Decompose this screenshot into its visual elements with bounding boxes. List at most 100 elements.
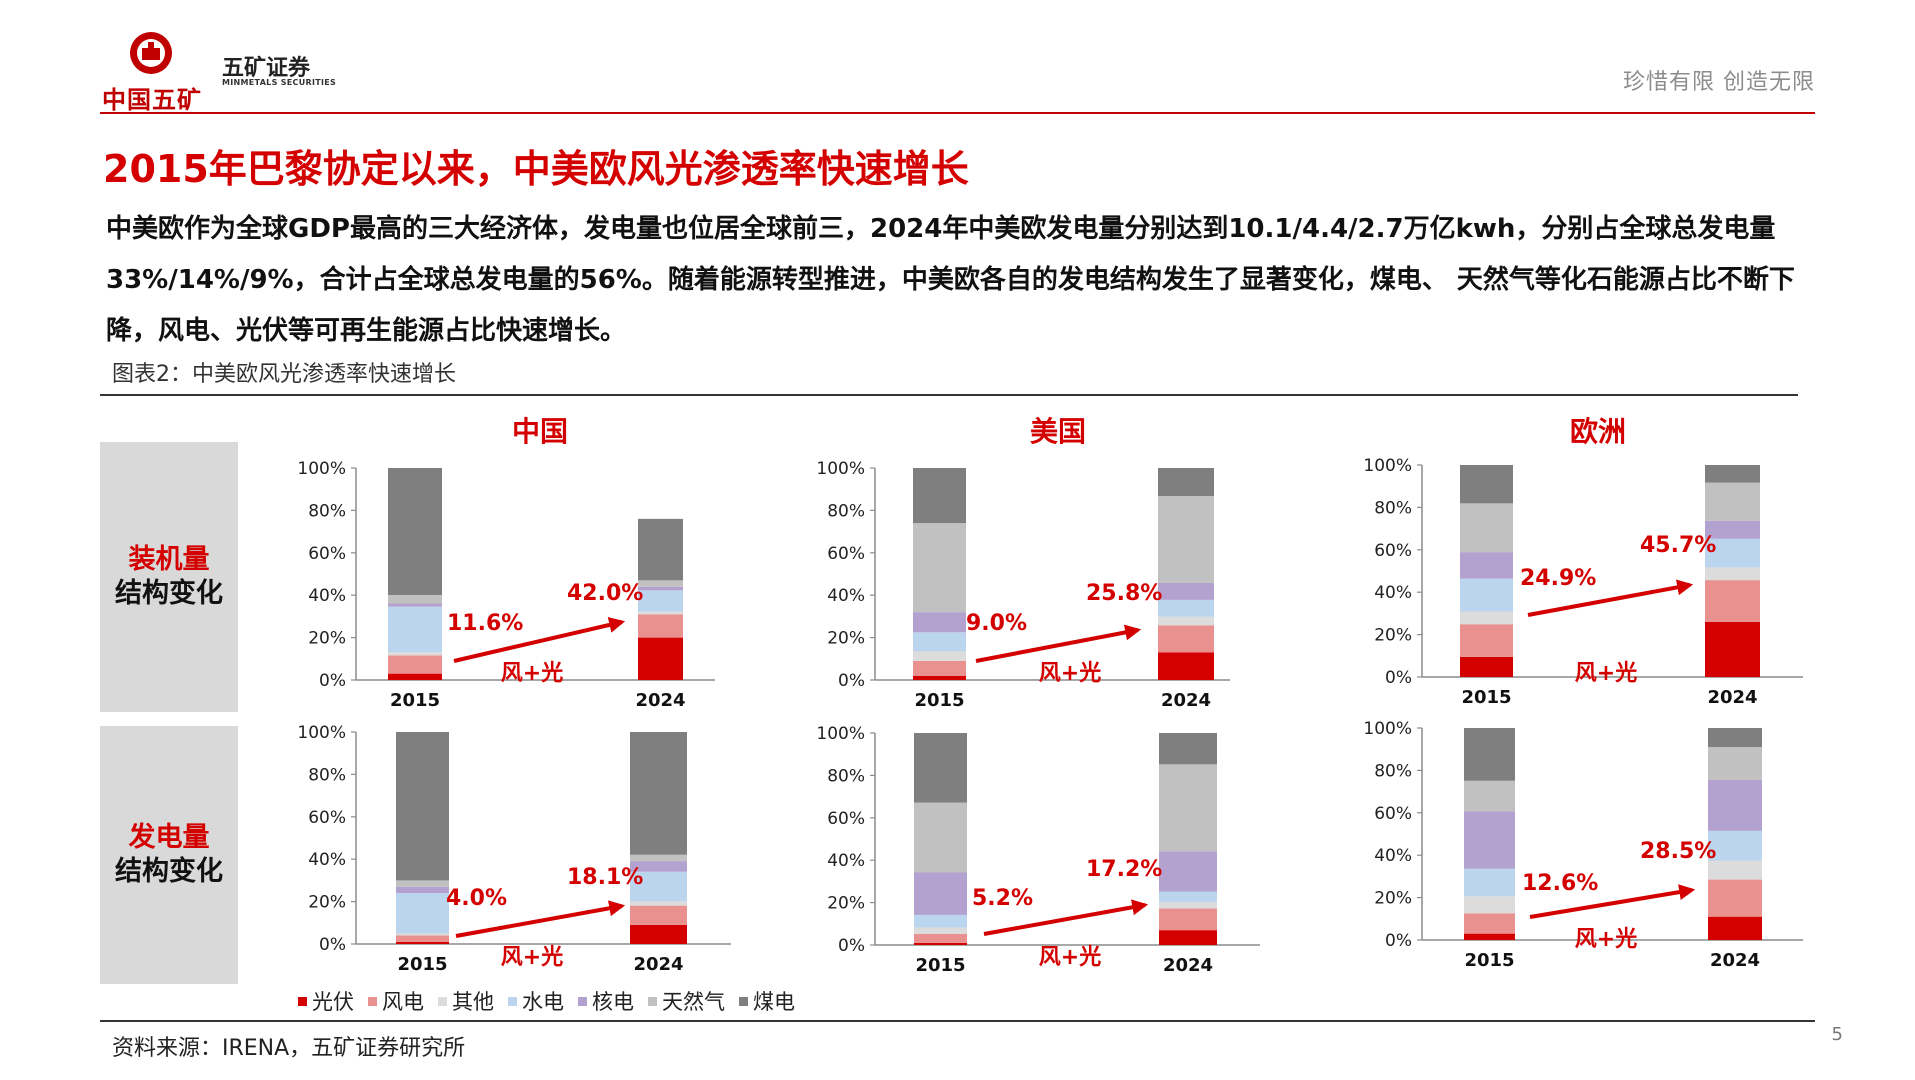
row-label-capacity: 装机量 结构变化 [100, 442, 238, 712]
end-share-label: 25.8% [1086, 581, 1162, 606]
bar-segment-水电 [388, 606, 442, 653]
y-tick-label: 80% [1374, 761, 1412, 781]
y-tick-label: 80% [308, 765, 346, 785]
y-tick-label: 80% [827, 766, 865, 786]
y-tick-label: 0% [1385, 668, 1412, 688]
bar-segment-水电 [1460, 578, 1513, 612]
bar-segment-风电 [1460, 624, 1513, 657]
legend-label: 煤电 [753, 990, 795, 1014]
bar-segment-天然气 [396, 880, 449, 887]
bar-segment-风电 [1708, 879, 1762, 917]
x-tick-label: 2024 [1710, 950, 1760, 971]
bar-segment-核电 [1159, 851, 1217, 892]
y-tick-label: 20% [827, 629, 865, 649]
bar-segment-风电 [914, 933, 967, 943]
bar-segment-煤电 [638, 518, 683, 581]
legend-item: 水电 [508, 986, 564, 1016]
legend-swatch [739, 996, 748, 1006]
bar-segment-水电 [1708, 830, 1762, 861]
y-tick-label: 100% [1363, 719, 1412, 739]
bar-segment-天然气 [914, 802, 967, 873]
legend-label: 核电 [592, 990, 634, 1014]
bar-segment-核电 [1158, 582, 1214, 600]
legend-label: 天然气 [662, 990, 725, 1014]
bar-segment-煤电 [1464, 728, 1515, 781]
legend-item: 风电 [368, 986, 424, 1016]
x-tick-label: 2024 [635, 690, 685, 711]
bar-segment-天然气 [1159, 764, 1217, 852]
bar-segment-其他 [914, 927, 967, 934]
bar-segment-风电 [1158, 625, 1214, 653]
legend-swatch [368, 996, 377, 1006]
bar-segment-煤电 [1708, 728, 1762, 748]
bar-segment-光伏 [638, 637, 683, 680]
wind-solar-label: 风+光 [501, 945, 563, 970]
bar-segment-天然气 [1460, 503, 1513, 553]
bar-segment-光伏 [1705, 621, 1760, 677]
legend-item: 天然气 [648, 986, 725, 1016]
bar-segment-水电 [913, 632, 966, 652]
bar-segment-煤电 [1159, 733, 1217, 765]
page-number: 5 [1831, 1024, 1843, 1045]
y-tick-label: 100% [1363, 456, 1412, 476]
legend-label: 其他 [452, 990, 494, 1014]
start-share-label: 4.0% [446, 886, 507, 911]
growth-arrow [983, 899, 1149, 936]
header-divider [100, 112, 1815, 114]
growth-arrow [1527, 579, 1694, 617]
x-tick-label: 2015 [1461, 687, 1511, 708]
legend-label: 风电 [382, 990, 424, 1014]
row-label-line1: 发电量 [128, 822, 210, 853]
bar-segment-煤电 [1158, 468, 1214, 496]
page-title: 2015年巴黎协定以来，中美欧风光渗透率快速增长 [103, 147, 969, 191]
legend-item: 其他 [438, 986, 494, 1016]
bar-segment-煤电 [388, 468, 442, 595]
legend-label: 水电 [522, 990, 564, 1014]
x-tick-label: 2024 [633, 954, 683, 975]
bar-segment-天然气 [638, 580, 683, 587]
x-tick-label: 2024 [1163, 955, 1213, 976]
bar-segment-光伏 [1159, 930, 1217, 945]
bar-segment-光伏 [1708, 916, 1762, 940]
y-tick-label: 40% [827, 586, 865, 606]
bar-segment-其他 [913, 651, 966, 661]
logo-company-name: 五矿证券 [222, 56, 311, 81]
bar-segment-风电 [396, 935, 449, 942]
x-tick-label: 2015 [397, 954, 447, 975]
y-tick-label: 60% [827, 544, 865, 564]
y-tick-label: 100% [816, 724, 865, 744]
legend-swatch [578, 996, 587, 1006]
x-tick-label: 2024 [1707, 687, 1757, 708]
chart-legend: 光伏 风电 其他 水电 核电 天然气 煤电 [298, 986, 809, 1016]
bar-segment-其他 [1708, 860, 1762, 880]
wind-solar-label: 风+光 [1039, 945, 1101, 970]
bar-segment-水电 [1158, 599, 1214, 617]
bar-segment-核电 [913, 612, 966, 633]
y-tick-label: 60% [827, 809, 865, 829]
bar-segment-核电 [1460, 552, 1513, 579]
bar-segment-核电 [1464, 811, 1515, 869]
y-tick-label: 0% [319, 935, 346, 955]
slogan: 珍惜有限 创造无限 [1623, 70, 1815, 95]
bar-segment-水电 [1159, 891, 1217, 903]
start-share-label: 5.2% [972, 886, 1033, 911]
end-share-label: 18.1% [567, 865, 643, 890]
bar-segment-核电 [1705, 520, 1760, 539]
logo-group-name: 中国五矿 [102, 86, 202, 114]
y-tick-label: 100% [297, 459, 346, 479]
bar-segment-其他 [1159, 902, 1217, 909]
end-share-label: 28.5% [1640, 839, 1716, 864]
y-tick-label: 40% [308, 850, 346, 870]
y-tick-label: 60% [308, 808, 346, 828]
bar-segment-风电 [638, 614, 683, 638]
legend-item: 煤电 [739, 986, 795, 1016]
y-tick-label: 0% [838, 671, 865, 691]
legend-item: 核电 [578, 986, 634, 1016]
minmetals-emblem-icon [130, 32, 172, 74]
bar-segment-风电 [630, 905, 687, 925]
y-tick-label: 80% [827, 501, 865, 521]
x-tick-label: 2015 [390, 690, 440, 711]
y-tick-label: 40% [1374, 583, 1412, 603]
start-share-label: 24.9% [1520, 566, 1596, 591]
region-title-europe: 欧洲 [1569, 415, 1626, 448]
